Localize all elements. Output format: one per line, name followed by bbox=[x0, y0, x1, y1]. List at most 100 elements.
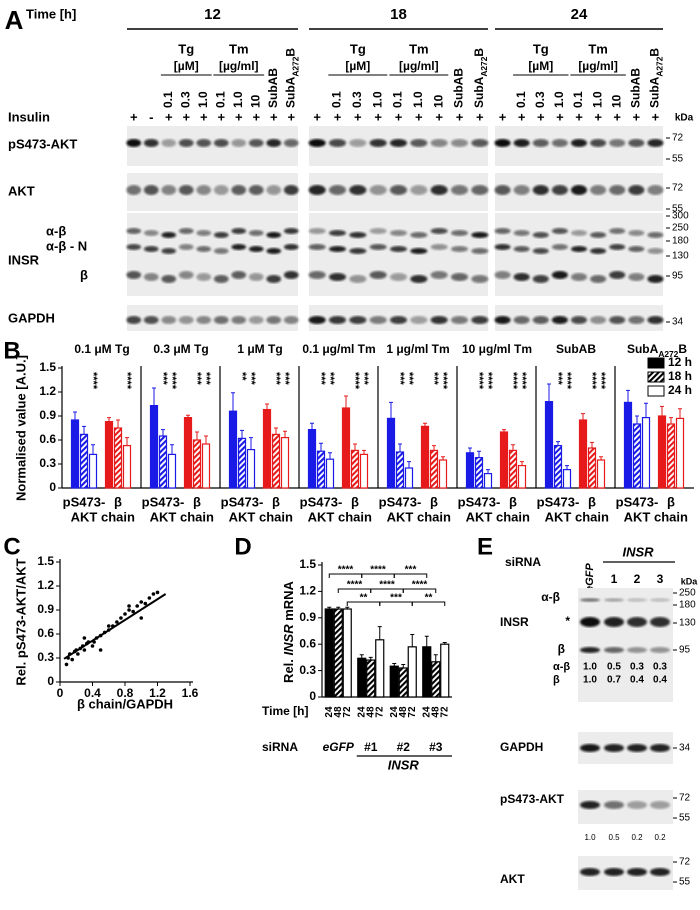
band bbox=[143, 139, 159, 147]
band bbox=[410, 275, 428, 283]
point bbox=[119, 616, 123, 620]
band bbox=[647, 185, 664, 195]
band bbox=[627, 598, 647, 602]
band bbox=[328, 273, 347, 281]
band bbox=[369, 244, 387, 250]
band bbox=[369, 139, 387, 147]
target-label: INSR bbox=[622, 544, 654, 559]
legend-swatch bbox=[647, 385, 665, 397]
band bbox=[410, 232, 428, 238]
time-axis-label: Time [h] bbox=[262, 704, 308, 718]
bar bbox=[341, 407, 351, 489]
error-bar bbox=[626, 389, 630, 403]
band-label: β bbox=[558, 642, 565, 656]
bar bbox=[158, 435, 168, 489]
bar bbox=[483, 473, 493, 489]
x-group-label: β bbox=[272, 494, 280, 509]
quant-value: 0.5 bbox=[607, 662, 621, 673]
error-bar bbox=[442, 641, 447, 645]
y-tick-label: 0.6 bbox=[37, 626, 54, 640]
insulin-sign: + bbox=[165, 109, 173, 124]
insulin-sign: + bbox=[633, 109, 641, 124]
quant-value: 0.4 bbox=[630, 675, 644, 686]
error-bar bbox=[511, 444, 515, 451]
kda-marker: 55 bbox=[672, 154, 684, 165]
insulin-sign: + bbox=[200, 109, 208, 124]
bar bbox=[420, 425, 430, 489]
concentration: 10 bbox=[609, 94, 623, 108]
band bbox=[248, 230, 264, 236]
concentration: 1.0 bbox=[552, 91, 566, 108]
significance: **** bbox=[473, 372, 485, 390]
band bbox=[513, 316, 530, 324]
bar bbox=[544, 401, 554, 489]
treatment-label-part: A272 bbox=[479, 56, 489, 76]
band bbox=[532, 185, 549, 195]
point bbox=[64, 662, 69, 667]
band bbox=[410, 316, 428, 324]
bar bbox=[280, 437, 290, 489]
error-bar bbox=[91, 444, 95, 455]
panel-title: SubAA272B bbox=[627, 342, 687, 359]
x-tick-label: 0.8 bbox=[117, 686, 134, 700]
legend-swatch bbox=[647, 357, 665, 369]
band bbox=[328, 246, 347, 252]
significance: *** bbox=[428, 372, 440, 386]
band bbox=[143, 316, 159, 324]
bar bbox=[578, 419, 588, 489]
band bbox=[308, 185, 326, 195]
insulin-sign: + bbox=[556, 109, 564, 124]
row-label: INSR bbox=[500, 615, 529, 629]
insulin-sign: + bbox=[270, 109, 278, 124]
lane-label: 2 bbox=[634, 572, 641, 586]
bar bbox=[438, 459, 448, 489]
band bbox=[248, 246, 264, 252]
x-group-label: β bbox=[509, 494, 517, 509]
kda-marker: 95 bbox=[672, 271, 684, 282]
bar bbox=[104, 421, 114, 489]
treatment-label: Tm bbox=[229, 41, 249, 56]
band bbox=[609, 185, 626, 195]
error-bar bbox=[116, 419, 120, 428]
row-label: AKT bbox=[500, 872, 525, 886]
band bbox=[126, 244, 142, 250]
significance-bracket bbox=[402, 588, 437, 593]
band bbox=[349, 232, 367, 238]
x-group-label: AKT bbox=[466, 509, 493, 524]
insulin-sign: + bbox=[594, 109, 602, 124]
band bbox=[213, 275, 229, 283]
band bbox=[551, 228, 568, 234]
band bbox=[369, 316, 387, 324]
concentration: 1.0 bbox=[370, 91, 384, 108]
panel-title-part: SubA bbox=[627, 342, 659, 356]
x-group-label: AKT bbox=[387, 509, 414, 524]
band bbox=[126, 271, 142, 279]
time-tick-label: 72 bbox=[342, 706, 353, 718]
significance: *** bbox=[191, 372, 203, 386]
insulin-sign: + bbox=[287, 109, 295, 124]
band bbox=[430, 316, 448, 324]
band bbox=[430, 139, 448, 147]
concentration: 10 bbox=[431, 94, 445, 108]
significance: **** bbox=[412, 580, 428, 591]
error-bar bbox=[635, 415, 639, 424]
x-tick-label: eGFP bbox=[323, 740, 355, 754]
x-group-label: pS473- bbox=[379, 494, 422, 509]
insulin-sign: + bbox=[652, 109, 660, 124]
band bbox=[450, 185, 469, 195]
y-axis-label-part: INSR bbox=[281, 624, 296, 656]
band bbox=[570, 139, 588, 147]
error-bar bbox=[274, 427, 278, 435]
bar bbox=[350, 449, 360, 489]
band bbox=[178, 316, 194, 324]
error-bar bbox=[125, 437, 129, 446]
band bbox=[580, 744, 600, 752]
band bbox=[430, 185, 448, 195]
error-bar bbox=[265, 403, 269, 410]
band bbox=[604, 868, 624, 876]
group-label: INSR bbox=[388, 757, 420, 772]
band bbox=[627, 647, 647, 653]
band bbox=[231, 185, 247, 195]
band bbox=[513, 230, 530, 236]
y-tick-label: 0 bbox=[47, 674, 54, 688]
